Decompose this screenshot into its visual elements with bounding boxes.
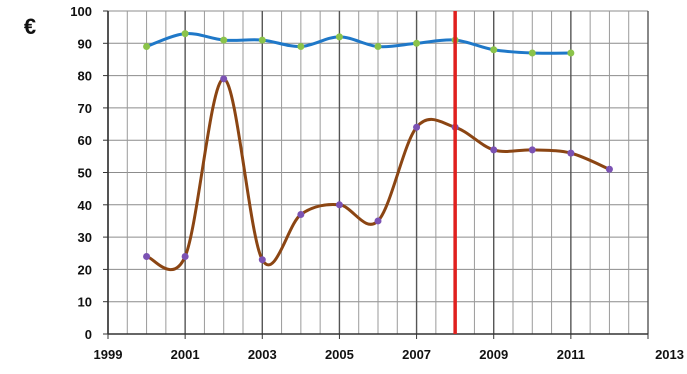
series-1-point <box>374 43 382 51</box>
series-1-point <box>258 36 266 44</box>
grid <box>107 10 649 335</box>
x-tick-label: 1999 <box>94 347 123 362</box>
series-2-point <box>567 149 575 157</box>
x-tick-label: 2009 <box>479 347 508 362</box>
tick-labels: 0 10 20 30 40 50 60 70 80 90 100 1999 2001 2003 2005 20… <box>70 4 684 362</box>
series-2-point <box>143 252 151 260</box>
series-1-point <box>490 46 498 54</box>
x-tick-label: 2013 <box>655 347 684 362</box>
series-2-line <box>145 77 611 272</box>
series-2-point <box>413 123 421 131</box>
x-tick-label: 2011 <box>557 347 585 362</box>
series-1-point <box>335 33 343 41</box>
series-2-point <box>528 146 536 154</box>
series-1-point <box>567 49 575 57</box>
series-2-point <box>297 210 305 218</box>
series-1-point <box>528 49 536 57</box>
y-tick-label: 10 <box>78 295 92 310</box>
series-1-point <box>143 43 151 51</box>
x-tick-label: 2003 <box>248 347 277 362</box>
series-group <box>143 30 613 272</box>
y-tick-label: 0 <box>85 327 92 342</box>
x-tick-label: 2001 <box>171 347 200 362</box>
series-2-point <box>490 146 498 154</box>
series-2-point <box>335 201 343 209</box>
y-tick-label: 50 <box>78 166 92 181</box>
series-1-point <box>181 30 189 38</box>
series-1-point <box>297 43 305 51</box>
x-tick-label: 2005 <box>325 347 354 362</box>
y-tick-label: 20 <box>78 262 92 277</box>
y-tick-label: 80 <box>78 69 92 84</box>
y-tick-label: 40 <box>78 198 92 213</box>
series-2-point <box>374 217 382 225</box>
series-2-point <box>220 75 228 83</box>
x-tick-label: 2007 <box>402 347 431 362</box>
y-tick-label: 30 <box>78 230 92 245</box>
series-2-point <box>258 256 266 264</box>
y-tick-label: 60 <box>78 133 92 148</box>
y-tick-label: 100 <box>70 4 92 19</box>
series-1-point <box>413 39 421 47</box>
unit-label: € <box>24 14 36 39</box>
series-2-point <box>181 252 189 260</box>
axes <box>103 10 649 339</box>
series-1-point <box>220 36 228 44</box>
series-2-point <box>605 165 613 173</box>
y-tick-label: 90 <box>78 36 92 51</box>
y-tick-label: 70 <box>78 101 92 116</box>
